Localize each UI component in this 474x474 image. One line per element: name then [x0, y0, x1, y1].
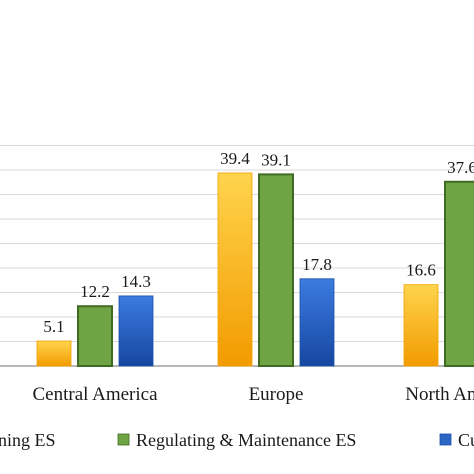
data-label: 14.3 — [121, 272, 151, 291]
bar-provisioning-es-central-america — [36, 340, 72, 367]
x-tick-label: North America — [405, 384, 474, 405]
x-axis-tick-labels: Central America Europe North America — [32, 384, 474, 405]
legend: oning ES Regulating & Maintenance ES Cu — [0, 430, 474, 450]
data-label: 5.1 — [43, 317, 64, 336]
data-label: 16.6 — [406, 261, 436, 280]
data-label: 12.2 — [80, 282, 110, 301]
data-label: 39.1 — [261, 150, 291, 169]
data-labels: 5.1 39.4 16.6 12.2 39.1 37.6 14.3 17.8 — [43, 149, 474, 336]
legend-swatch — [117, 433, 130, 446]
x-tick-label: Europe — [249, 384, 304, 405]
bar-cultural-es-europe — [299, 278, 335, 367]
bar-cultural-es-central-america — [118, 295, 154, 367]
data-label: 39.4 — [220, 149, 250, 168]
legend-label: Regulating & Maintenance ES — [136, 430, 356, 450]
x-tick-label: Central America — [32, 384, 158, 405]
bars — [36, 172, 474, 367]
bar-regulating-maintenance-es-europe — [258, 173, 294, 367]
data-label: 17.8 — [302, 255, 332, 274]
data-label: 37.6 — [447, 158, 474, 177]
legend-swatch — [439, 433, 452, 446]
bar-regulating-maintenance-es-central-america — [77, 305, 113, 367]
legend-label: oning ES — [0, 430, 56, 450]
bar-provisioning-es-europe — [217, 172, 253, 367]
legend-label: Cu — [458, 430, 474, 450]
bar-provisioning-es-north-america — [403, 284, 439, 367]
bar-regulating-maintenance-es-north-america — [444, 180, 474, 367]
